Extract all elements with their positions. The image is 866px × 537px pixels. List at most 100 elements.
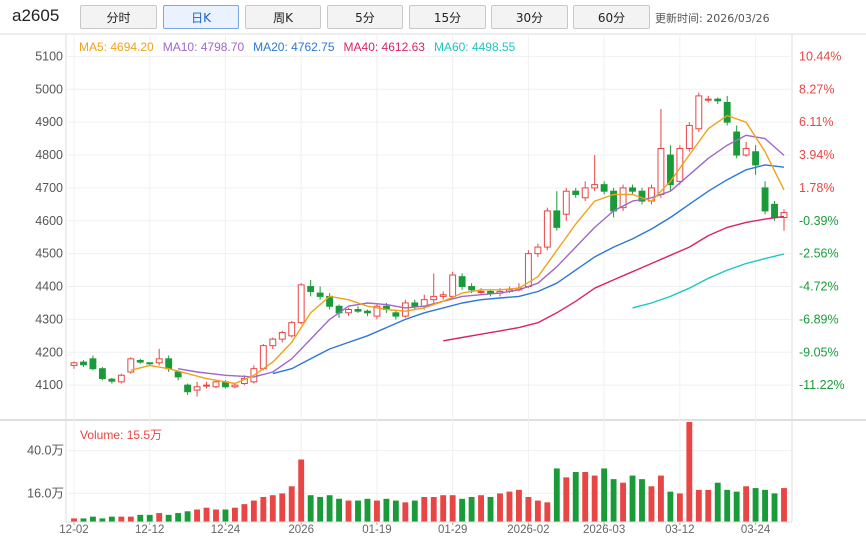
ma20-line [272, 164, 785, 375]
update-time-value: 2026/03/26 [706, 12, 770, 25]
y-tick-label: 5100 [35, 49, 63, 63]
candle [316, 286, 324, 300]
y-tick-label: 4500 [35, 247, 63, 261]
candle [439, 291, 447, 300]
volume-bar [222, 509, 229, 522]
candle [458, 273, 466, 290]
update-time: 更新时间: 2026/03/26 [655, 10, 770, 26]
tab-5min[interactable]: 5分 [327, 5, 403, 29]
pct-tick-label: -11.22% [799, 378, 845, 392]
candle-body [562, 190, 570, 215]
candle-body [487, 290, 494, 294]
candle [278, 330, 286, 343]
candle [155, 348, 163, 366]
candle-body [184, 384, 192, 393]
candle [231, 383, 239, 389]
volume-bar [89, 516, 96, 522]
tab-intraday[interactable]: 分时 [80, 5, 157, 29]
volume-bar [487, 497, 494, 522]
volume-bar [279, 493, 286, 522]
candle [411, 299, 419, 310]
candle-body [553, 210, 561, 228]
candle [543, 207, 551, 251]
pct-tick-label: 1.78% [799, 181, 834, 195]
volume-bar [288, 486, 295, 522]
pct-tick-label: -6.89% [799, 312, 839, 326]
candle [714, 97, 722, 105]
ma10-line [177, 134, 785, 378]
volume-bar [118, 516, 125, 522]
candle [704, 95, 712, 103]
candle-body [477, 290, 485, 293]
candle [326, 293, 334, 310]
candle-body [657, 147, 665, 195]
volume-bar [184, 511, 191, 522]
volume-bar [392, 500, 399, 522]
y-tick-label: 4900 [35, 115, 63, 129]
volume-bar [307, 495, 314, 522]
pct-tick-label: 8.27% [799, 82, 834, 96]
candle-body [666, 154, 674, 186]
candle-body [449, 274, 457, 297]
candle [259, 344, 267, 371]
candle-body [259, 345, 267, 370]
volume-bar [733, 491, 740, 522]
candle-body [297, 284, 305, 324]
candle [430, 273, 438, 303]
candle-body [468, 286, 476, 291]
x-tick-label: 01-29 [438, 524, 467, 536]
tab-30min[interactable]: 30分 [491, 5, 568, 29]
candle-body [761, 187, 769, 212]
candle-body [591, 184, 599, 189]
volume-bar [430, 497, 437, 522]
volume-bar [449, 495, 456, 522]
volume-bar [620, 482, 627, 522]
candle-body [723, 101, 731, 123]
candle [297, 283, 305, 325]
volume-bar [752, 488, 759, 522]
symbol-label: a2605 [12, 6, 60, 25]
candle [562, 187, 570, 221]
candle [108, 377, 116, 384]
candle-body [108, 378, 116, 382]
candle [733, 125, 741, 159]
tab-daily-k[interactable]: 日K [163, 5, 239, 29]
ma5-line [130, 114, 785, 385]
candle [98, 367, 106, 381]
y-tick-label: 4700 [35, 181, 63, 195]
tab-weekly-k[interactable]: 周K [245, 5, 321, 29]
candle [666, 145, 674, 192]
ma-legend-item: MA20: 4762.75 [253, 40, 335, 54]
candle-body [288, 322, 296, 337]
volume-bar [421, 497, 428, 522]
candle-body [780, 212, 788, 218]
volume-bar [743, 486, 750, 522]
pct-tick-label: -9.05% [799, 345, 839, 359]
candle-body [345, 309, 352, 314]
volume-bar [165, 514, 172, 522]
tab-60min[interactable]: 60分 [573, 5, 650, 29]
volume-bar [213, 509, 219, 522]
volume-bar [241, 504, 248, 522]
candle-body [733, 131, 741, 156]
candle-body [307, 286, 315, 292]
volume-bar [326, 495, 333, 522]
candle-body [316, 292, 324, 297]
candle-body [212, 381, 220, 388]
tab-15min[interactable]: 15分 [409, 5, 486, 29]
candle-body [127, 358, 135, 373]
y-tick-label: 5000 [35, 82, 63, 96]
candle [136, 358, 144, 364]
x-tick-label: 2026-03 [583, 524, 625, 536]
volume-bar [667, 491, 674, 522]
volume-tick-label: 40.0万 [27, 444, 64, 458]
candle [752, 145, 760, 175]
volume-bar [156, 513, 163, 522]
volume-bar [298, 459, 305, 522]
volume-bar [563, 477, 570, 522]
top-toolbar: a2605 分时 日K 周K 5分 15分 30分 60分 更新时间: 2026… [0, 0, 866, 34]
candle [553, 191, 561, 231]
candle-body [89, 358, 97, 370]
candle-body [354, 309, 362, 312]
